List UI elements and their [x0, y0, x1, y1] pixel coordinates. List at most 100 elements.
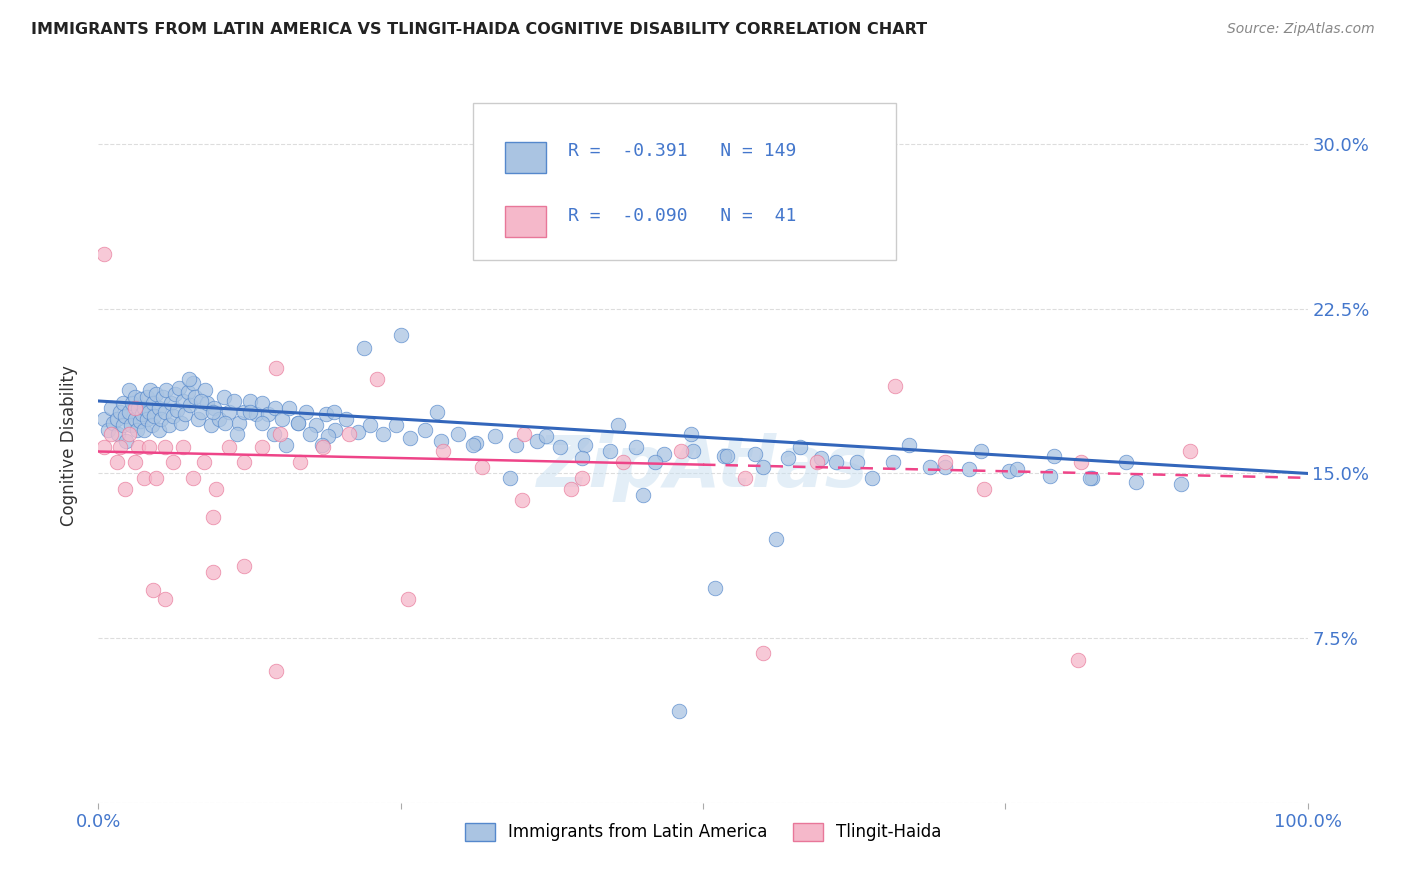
Point	[290, 455, 312, 469]
Point	[626, 440, 648, 454]
Point	[148, 401, 170, 415]
Point	[153, 440, 176, 454]
Point	[825, 455, 848, 469]
Point	[631, 488, 654, 502]
Point	[226, 426, 249, 441]
Point	[396, 591, 419, 606]
Point	[315, 407, 337, 421]
Point	[172, 440, 194, 454]
Point	[162, 455, 184, 469]
Point	[312, 440, 335, 454]
Point	[200, 418, 222, 433]
Point	[274, 438, 297, 452]
Point	[157, 418, 180, 433]
Point	[218, 405, 240, 419]
Point	[713, 449, 735, 463]
Point	[1067, 653, 1090, 667]
Point	[153, 405, 176, 419]
Point	[250, 396, 273, 410]
Point	[716, 449, 738, 463]
Point	[142, 582, 165, 597]
Point	[1115, 455, 1137, 469]
Point	[287, 416, 309, 430]
Point	[884, 378, 907, 392]
Point	[366, 372, 388, 386]
Point	[250, 440, 273, 454]
Point	[897, 438, 920, 452]
Point	[845, 455, 868, 469]
Text: R =  -0.090   N =  41: R = -0.090 N = 41	[568, 207, 796, 225]
Point	[311, 438, 333, 452]
Text: R =  -0.391   N = 149: R = -0.391 N = 149	[568, 143, 796, 161]
Point	[184, 390, 207, 404]
Point	[204, 482, 226, 496]
Point	[599, 444, 621, 458]
Point	[141, 418, 163, 433]
Point	[143, 409, 166, 424]
Point	[169, 416, 191, 430]
Point	[232, 405, 254, 419]
Point	[250, 416, 273, 430]
Point	[765, 533, 787, 547]
Point	[212, 390, 235, 404]
Point	[118, 383, 141, 397]
Point	[789, 440, 811, 454]
Point	[134, 423, 156, 437]
Point	[323, 405, 346, 419]
Point	[752, 647, 775, 661]
Point	[100, 401, 122, 415]
Point	[644, 455, 666, 469]
Point	[107, 426, 129, 441]
Point	[1007, 462, 1029, 476]
Point	[166, 402, 188, 417]
Point	[120, 418, 142, 433]
Point	[139, 383, 162, 397]
Point	[179, 398, 201, 412]
Point	[218, 440, 240, 454]
Point	[150, 411, 173, 425]
Point	[278, 401, 301, 415]
Point	[360, 418, 382, 433]
Point	[389, 328, 412, 343]
Point	[934, 455, 956, 469]
Point	[269, 426, 291, 441]
Point	[93, 411, 115, 425]
Point	[124, 455, 146, 469]
Point	[337, 426, 360, 441]
Point	[426, 405, 449, 419]
Point	[153, 591, 176, 606]
Point	[177, 385, 200, 400]
Point	[325, 423, 347, 437]
Point	[190, 394, 212, 409]
Point	[118, 405, 141, 419]
Point	[145, 387, 167, 401]
Point	[1042, 449, 1064, 463]
Point	[1081, 471, 1104, 485]
Point	[970, 444, 993, 458]
Point	[101, 416, 124, 430]
Point	[195, 396, 218, 410]
Point	[129, 392, 152, 406]
Point	[498, 471, 520, 485]
FancyBboxPatch shape	[474, 103, 897, 260]
Point	[194, 383, 217, 397]
Point	[202, 566, 225, 580]
Point	[934, 459, 956, 474]
Point	[204, 401, 226, 415]
Point	[335, 411, 357, 425]
Point	[181, 376, 204, 391]
Point	[744, 447, 766, 461]
Point	[806, 455, 828, 469]
Point	[190, 405, 212, 419]
Point	[413, 423, 436, 437]
Point	[245, 407, 267, 421]
Point	[148, 423, 170, 437]
Point	[105, 411, 128, 425]
Point	[560, 482, 582, 496]
Point	[1039, 468, 1062, 483]
FancyBboxPatch shape	[505, 142, 546, 173]
Point	[1125, 475, 1147, 490]
Point	[232, 558, 254, 573]
Point	[187, 411, 209, 425]
Point	[998, 464, 1021, 478]
